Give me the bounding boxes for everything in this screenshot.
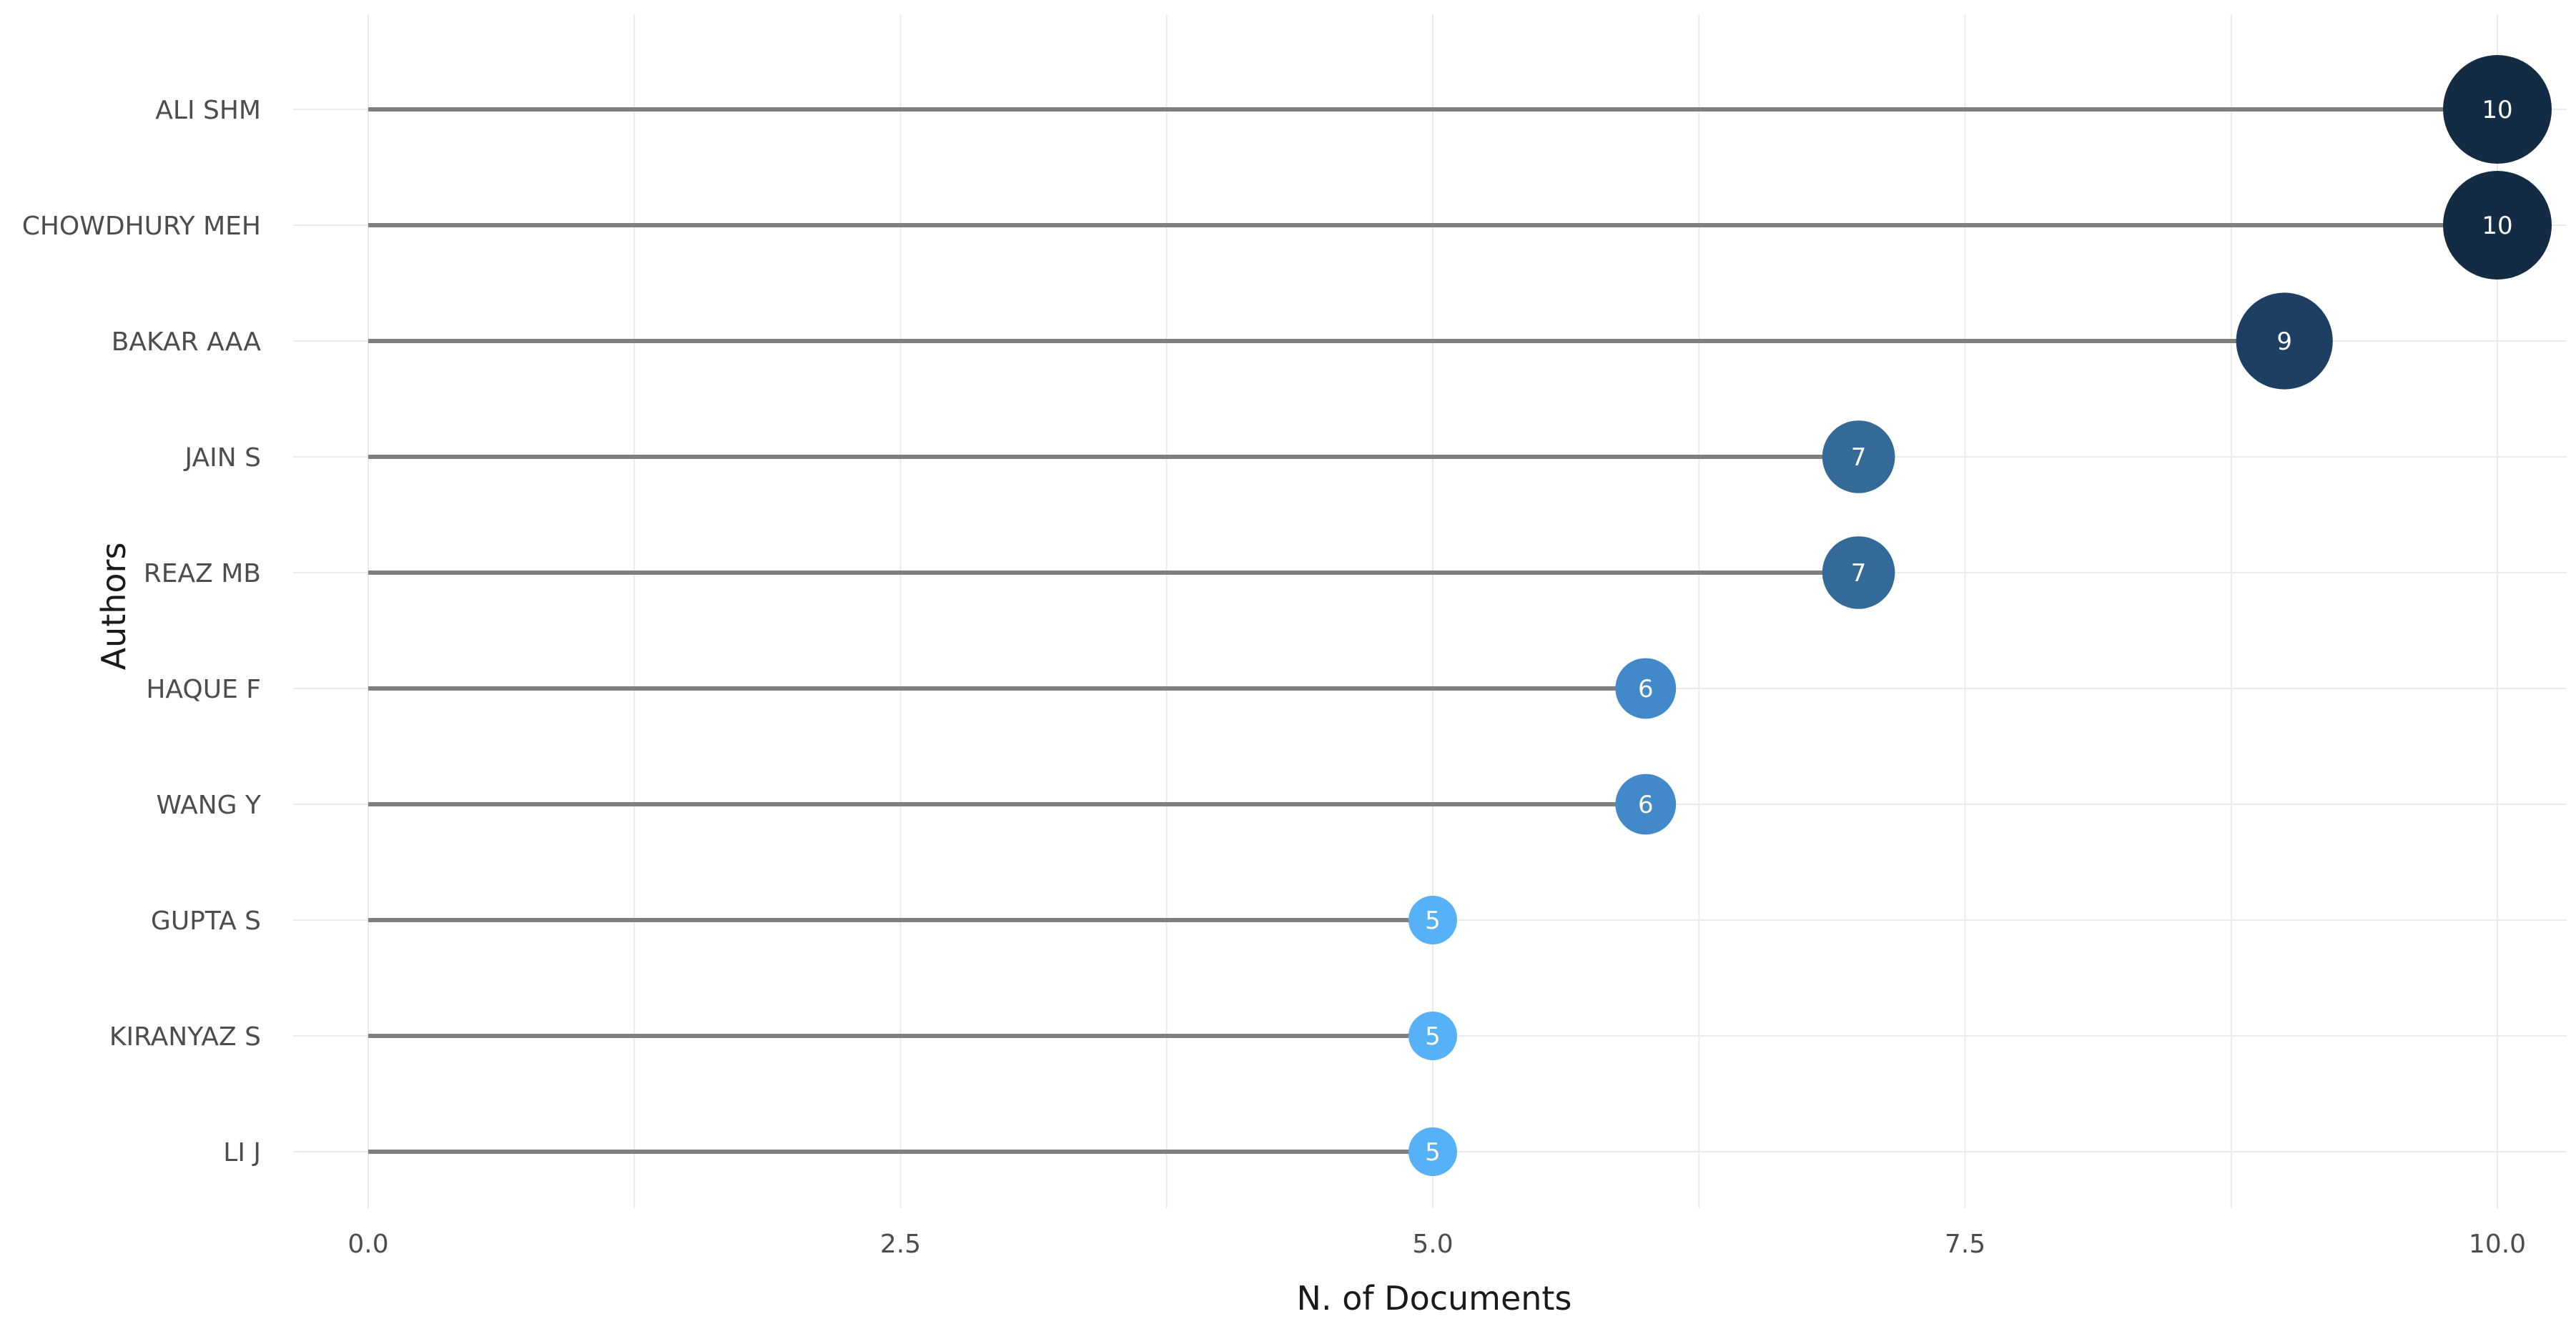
y-tick-label: CHOWDHURY MEH <box>22 212 261 241</box>
point-layer: 10 10 9 7 7 6 6 5 5 5 <box>1408 55 2552 1176</box>
lollipop-point <box>1408 1012 1457 1060</box>
lollipop-point <box>1615 774 1677 835</box>
point-value-label: 5 <box>1425 1022 1441 1051</box>
y-tick-label: JAIN S <box>184 443 261 473</box>
stem-layer <box>368 107 2497 1154</box>
x-tick-label: 5.0 <box>1412 1230 1453 1259</box>
lollipop-point <box>1822 536 1895 609</box>
y-tick-label: BAKAR AAA <box>112 327 262 357</box>
lollipop-point <box>2443 55 2552 164</box>
lollipop-point <box>1408 1127 1457 1176</box>
lollipop-point <box>2236 292 2333 390</box>
y-tick-label: GUPTA S <box>151 906 261 936</box>
x-tick-label: 10.0 <box>2469 1230 2526 1259</box>
lollipop-point <box>1408 896 1457 944</box>
point-value-label: 7 <box>1851 443 1867 472</box>
point-value-label: 10 <box>2482 212 2512 240</box>
point-value-label: 6 <box>1638 791 1654 819</box>
point-value-label: 7 <box>1851 559 1867 588</box>
y-tick-label: LI J <box>223 1138 261 1167</box>
lollipop-point <box>2443 171 2552 280</box>
x-tick-label: 2.5 <box>880 1230 921 1259</box>
y-tick-label: ALI SHM <box>155 96 261 125</box>
y-tick-label: HAQUE F <box>146 675 261 704</box>
x-axis-tick-labels: 0.0 2.5 5.0 7.5 10.0 <box>347 1230 2526 1259</box>
lollipop-point <box>1822 420 1895 493</box>
point-value-label: 5 <box>1425 906 1441 935</box>
x-axis-title: N. of Documents <box>1297 1279 1572 1318</box>
point-value-label: 5 <box>1425 1138 1441 1167</box>
point-value-label: 6 <box>1638 675 1654 703</box>
y-tick-label: KIRANYAZ S <box>109 1022 261 1052</box>
y-axis-tick-labels: ALI SHM CHOWDHURY MEH BAKAR AAA JAIN S REAZ … <box>22 96 262 1167</box>
x-tick-label: 0.0 <box>347 1230 388 1259</box>
point-value-label: 10 <box>2482 96 2512 124</box>
x-tick-label: 7.5 <box>1945 1230 1985 1259</box>
y-tick-label: REAZ MB <box>144 559 261 588</box>
point-value-label: 9 <box>2276 327 2292 356</box>
y-tick-label: WANG Y <box>156 791 262 820</box>
y-axis-title: Authors <box>94 543 133 671</box>
lollipop-point <box>1615 658 1677 719</box>
